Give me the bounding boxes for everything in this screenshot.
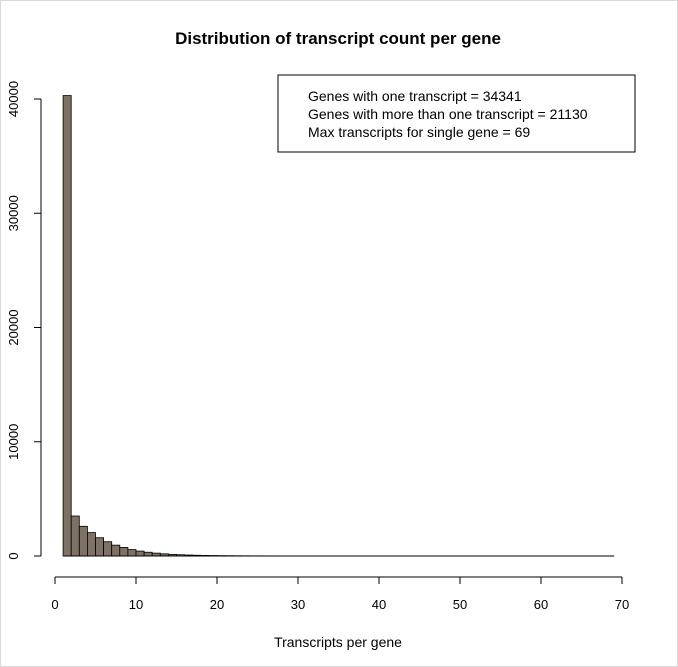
legend-item-max-transcripts: Max transcripts for single gene = 69 bbox=[308, 124, 530, 140]
histogram-bar bbox=[103, 541, 113, 557]
y-tick-label: 30000 bbox=[6, 195, 21, 231]
x-axis: 0 10 20 30 40 50 60 70 bbox=[51, 576, 629, 612]
x-tick-label: 70 bbox=[615, 597, 629, 612]
y-tick-label: 0 bbox=[6, 552, 21, 559]
histogram-bar bbox=[78, 525, 88, 557]
histogram-bar bbox=[95, 537, 105, 557]
legend-item-multiple-transcripts: Genes with more than one transcript = 21… bbox=[308, 106, 588, 122]
legend-box bbox=[277, 74, 636, 153]
chart-title: Distribution of transcript count per gen… bbox=[175, 29, 501, 48]
y-tick-label: 10000 bbox=[6, 424, 21, 460]
x-tick-label: 30 bbox=[291, 597, 305, 612]
histogram-bar bbox=[87, 532, 96, 557]
x-tick-label: 0 bbox=[51, 597, 58, 612]
histogram-bar bbox=[143, 551, 153, 557]
y-axis: 0 10000 20000 30000 40000 bbox=[6, 81, 42, 560]
histogram-bar bbox=[135, 550, 145, 557]
x-tick-label: 60 bbox=[534, 597, 548, 612]
y-tick-label: 40000 bbox=[6, 81, 21, 117]
x-tick-label: 20 bbox=[210, 597, 224, 612]
bars-group bbox=[62, 95, 615, 557]
histogram-bar bbox=[111, 544, 121, 557]
x-tick-label: 10 bbox=[129, 597, 143, 612]
histogram-bar bbox=[62, 95, 72, 557]
legend: Genes with one transcript = 34341 Genes … bbox=[277, 74, 636, 153]
histogram-bar bbox=[127, 549, 137, 557]
x-tick-label: 50 bbox=[453, 597, 467, 612]
y-tick-label: 20000 bbox=[6, 309, 21, 345]
histogram-bar bbox=[119, 547, 129, 557]
x-axis-label: Transcripts per gene bbox=[274, 634, 402, 650]
histogram-bar bbox=[70, 515, 80, 557]
legend-item-one-transcript: Genes with one transcript = 34341 bbox=[308, 88, 522, 104]
x-tick-label: 40 bbox=[372, 597, 386, 612]
